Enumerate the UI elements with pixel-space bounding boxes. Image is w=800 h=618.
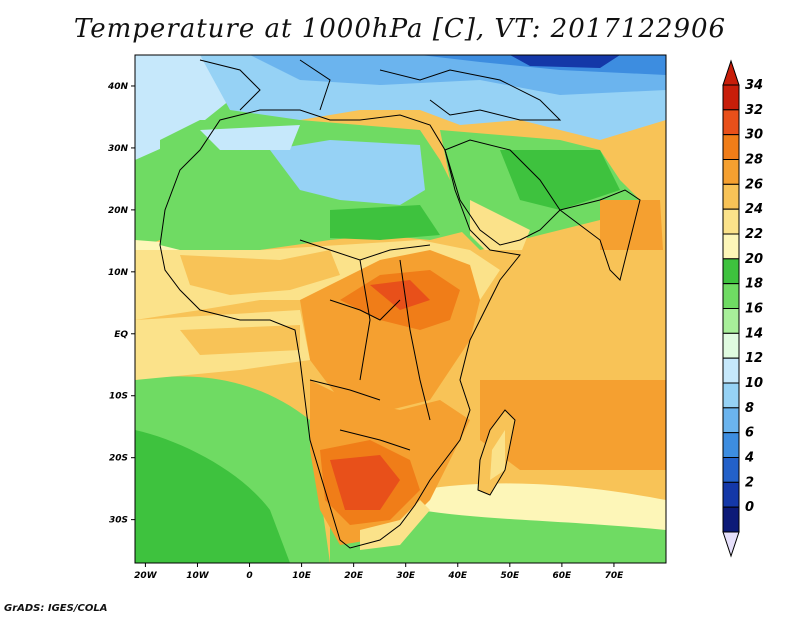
colorbar-label: 16	[745, 302, 763, 317]
lon-tick-label: 40E	[447, 571, 468, 581]
colorbar-label: 10	[745, 376, 763, 391]
colorbar-label: 34	[745, 78, 763, 93]
colorbar-bottom-arrow	[722, 531, 740, 558]
latitude-axis: 40N 30N 20N 10N EQ 10S 20S 30S	[107, 82, 135, 526]
colorbar-label: 26	[745, 177, 763, 192]
lat-tick-label: 40N	[107, 82, 129, 92]
colorbar-swatch	[722, 283, 740, 309]
lat-tick-label: 20S	[109, 454, 128, 464]
colorbar-label: 14	[745, 326, 763, 341]
lon-tick-label: 10E	[292, 571, 312, 581]
lon-tick-label: 20W	[134, 571, 158, 581]
colorbar-label: 12	[745, 351, 763, 366]
lon-tick-label: 30E	[396, 571, 416, 581]
colorbar-label: 28	[745, 153, 763, 168]
lon-tick-label: 10W	[186, 571, 210, 581]
colorbar-label: 6	[745, 426, 754, 441]
lon-tick-label: 0	[246, 571, 252, 581]
lat-tick-label: 30N	[108, 144, 129, 154]
colorbar-swatch	[722, 457, 740, 483]
colorbar-swatch	[722, 332, 740, 359]
colorbar-top-arrow	[722, 59, 740, 86]
lon-tick-label: 70E	[605, 571, 625, 581]
temperature-field	[135, 55, 666, 563]
lon-tick-label: 60E	[553, 571, 573, 581]
colorbar-label: 0	[745, 500, 754, 515]
colorbar-swatch	[722, 109, 740, 136]
lon-tick-label: 20E	[344, 571, 364, 581]
lat-tick-label: 10S	[109, 392, 128, 402]
colorbar-label: 32	[745, 103, 763, 118]
coastlines	[159, 59, 641, 549]
colorbar-swatch	[722, 308, 740, 334]
colorbar-swatch	[722, 382, 740, 409]
colorbar-swatch	[722, 183, 740, 210]
colorbar-swatch	[722, 134, 740, 161]
colorbar-label: 2	[745, 475, 754, 490]
colorbar-label: 4	[744, 451, 754, 466]
colorbar-swatch	[722, 407, 740, 434]
lat-tick-label: 20N	[108, 206, 129, 216]
colorbar-label: 20	[745, 252, 763, 267]
lat-tick-label: 10N	[108, 268, 129, 278]
map-title: Temperature at 1000hPa [C], VT: 20171229…	[73, 14, 727, 44]
lat-tick-label: EQ	[114, 330, 128, 340]
colorbar-swatch	[722, 258, 740, 285]
colorbar-swatch	[722, 357, 740, 384]
colorbar-swatch	[722, 506, 740, 533]
colorbar-label: 8	[745, 401, 754, 416]
map-frame	[134, 54, 667, 564]
longitude-axis: 20W 10W 0 10E 20E 30E 40E 50E 60E 70E	[134, 563, 624, 581]
colorbar-swatch	[722, 233, 740, 260]
credit-text: GrADS: IGES/COLA	[4, 603, 108, 614]
lon-tick-label: 50E	[500, 571, 520, 581]
colorbar-swatch	[722, 481, 740, 508]
colorbar-swatch	[722, 84, 740, 111]
colorbar-label: 18	[745, 277, 763, 292]
lat-tick-label: 30S	[109, 516, 128, 526]
colorbar-swatch	[722, 159, 740, 185]
colorbar-swatch	[722, 432, 740, 458]
colorbar-label: 30	[745, 128, 763, 143]
colorbar-label: 24	[745, 202, 763, 217]
colorbar-swatch	[722, 208, 740, 235]
colorbar-label: 22	[745, 227, 763, 242]
